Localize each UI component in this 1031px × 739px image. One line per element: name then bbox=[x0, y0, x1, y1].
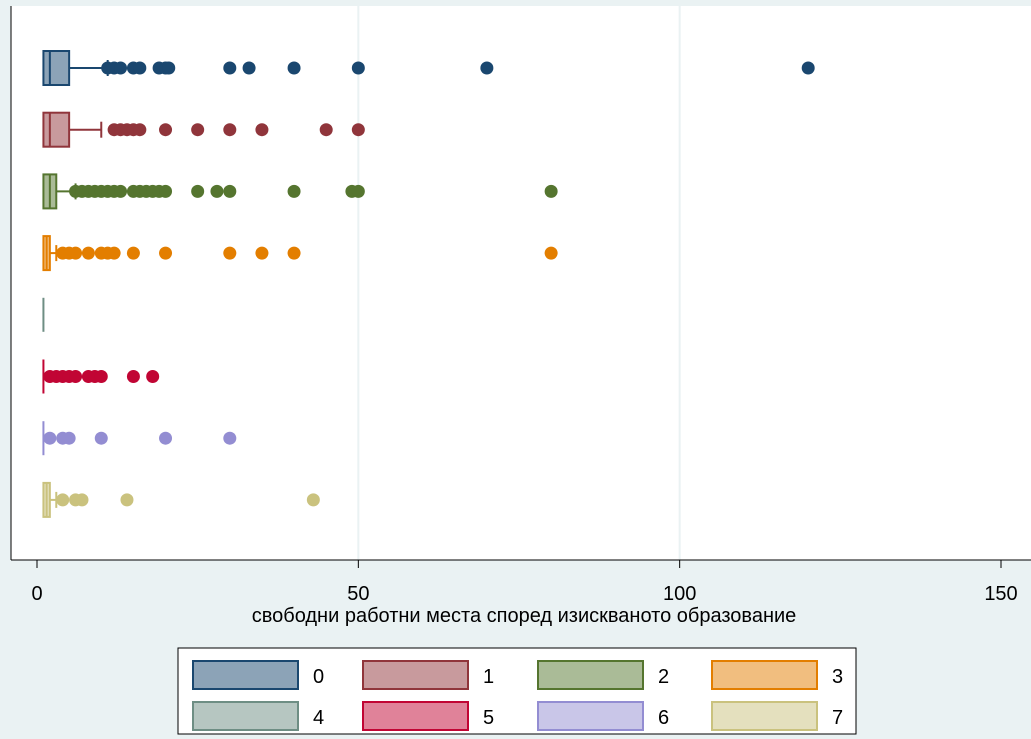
legend-key-6 bbox=[537, 701, 644, 731]
outlier-point-7-3 bbox=[120, 493, 134, 507]
outlier-point-3-11 bbox=[287, 246, 301, 260]
series-0 bbox=[42, 50, 815, 86]
outlier-point-0-7 bbox=[162, 61, 176, 75]
legend-label-7: 7 bbox=[832, 707, 843, 729]
series-3 bbox=[42, 235, 558, 272]
outlier-point-1-9 bbox=[319, 123, 333, 137]
outlier-point-0-10 bbox=[287, 61, 301, 75]
series-7 bbox=[42, 481, 320, 518]
outlier-point-1-7 bbox=[223, 123, 237, 137]
outlier-point-6-5 bbox=[223, 431, 237, 445]
outlier-point-7-4 bbox=[306, 493, 320, 507]
series-2 bbox=[42, 173, 558, 210]
outlier-point-7-0 bbox=[56, 493, 70, 507]
outlier-point-0-11 bbox=[351, 61, 365, 75]
outlier-point-3-8 bbox=[159, 246, 173, 260]
box-0 bbox=[42, 50, 71, 86]
legend-key-3 bbox=[711, 660, 818, 690]
outlier-point-5-7 bbox=[94, 370, 108, 383]
outlier-point-6-3 bbox=[94, 431, 108, 445]
outlier-point-0-8 bbox=[223, 61, 237, 75]
box-1 bbox=[42, 111, 71, 148]
outlier-point-3-10 bbox=[255, 246, 269, 260]
legend-label-1: 1 bbox=[483, 666, 494, 688]
legend-key-7 bbox=[711, 701, 818, 731]
plot-area bbox=[11, 6, 1031, 560]
outlier-point-1-8 bbox=[255, 123, 269, 137]
outlier-point-3-3 bbox=[81, 246, 95, 260]
legend-label-4: 4 bbox=[313, 707, 324, 729]
outlier-point-0-4 bbox=[133, 61, 147, 75]
legend-label-2: 2 bbox=[658, 666, 669, 688]
outlier-point-1-4 bbox=[133, 123, 147, 137]
outlier-point-0-9 bbox=[242, 61, 256, 75]
outlier-point-6-4 bbox=[159, 431, 173, 445]
outlier-point-2-19 bbox=[351, 184, 365, 198]
outlier-point-3-7 bbox=[126, 246, 140, 260]
legend-label-6: 6 bbox=[658, 707, 669, 729]
outlier-point-3-12 bbox=[544, 246, 558, 260]
outlier-point-2-17 bbox=[287, 184, 301, 198]
legend-key-2 bbox=[537, 660, 644, 690]
series-6 bbox=[42, 421, 237, 456]
legend-key-0 bbox=[192, 660, 299, 690]
legend-label-3: 3 bbox=[832, 666, 843, 688]
outlier-point-1-10 bbox=[351, 123, 365, 137]
outlier-point-6-0 bbox=[43, 431, 57, 445]
series-5 bbox=[42, 359, 160, 394]
legend-key-4 bbox=[192, 701, 299, 731]
outlier-point-1-5 bbox=[159, 123, 173, 137]
outlier-point-3-2 bbox=[69, 246, 83, 260]
legend-label-0: 0 bbox=[313, 666, 324, 688]
outlier-point-2-14 bbox=[191, 184, 205, 198]
x-tick-label-150: 150 bbox=[984, 583, 1017, 605]
outlier-point-3-6 bbox=[107, 246, 121, 260]
outlier-point-0-2 bbox=[114, 61, 128, 75]
x-tick-label-50: 50 bbox=[347, 583, 369, 605]
outlier-point-2-15 bbox=[210, 184, 224, 198]
outlier-point-5-4 bbox=[69, 370, 83, 383]
outlier-point-6-2 bbox=[62, 431, 76, 445]
outlier-point-2-20 bbox=[544, 184, 558, 198]
outlier-point-0-12 bbox=[480, 61, 494, 75]
outlier-point-3-9 bbox=[223, 246, 237, 260]
legend-label-5: 5 bbox=[483, 707, 494, 729]
outlier-point-2-13 bbox=[159, 184, 173, 198]
legend-key-5 bbox=[362, 701, 469, 731]
outlier-point-5-9 bbox=[146, 370, 160, 383]
outlier-point-5-8 bbox=[126, 370, 140, 383]
x-tick-label-0: 0 bbox=[31, 583, 42, 605]
outlier-point-7-2 bbox=[75, 493, 89, 507]
legend-key-1 bbox=[362, 660, 469, 690]
outlier-point-2-16 bbox=[223, 184, 237, 198]
x-tick-label-100: 100 bbox=[663, 583, 696, 605]
series-1 bbox=[42, 111, 365, 148]
outlier-point-1-6 bbox=[191, 123, 205, 137]
outlier-point-0-13 bbox=[801, 61, 815, 75]
outlier-point-2-7 bbox=[114, 184, 128, 198]
x-axis-title: свободни работни места според изискванот… bbox=[252, 605, 797, 627]
